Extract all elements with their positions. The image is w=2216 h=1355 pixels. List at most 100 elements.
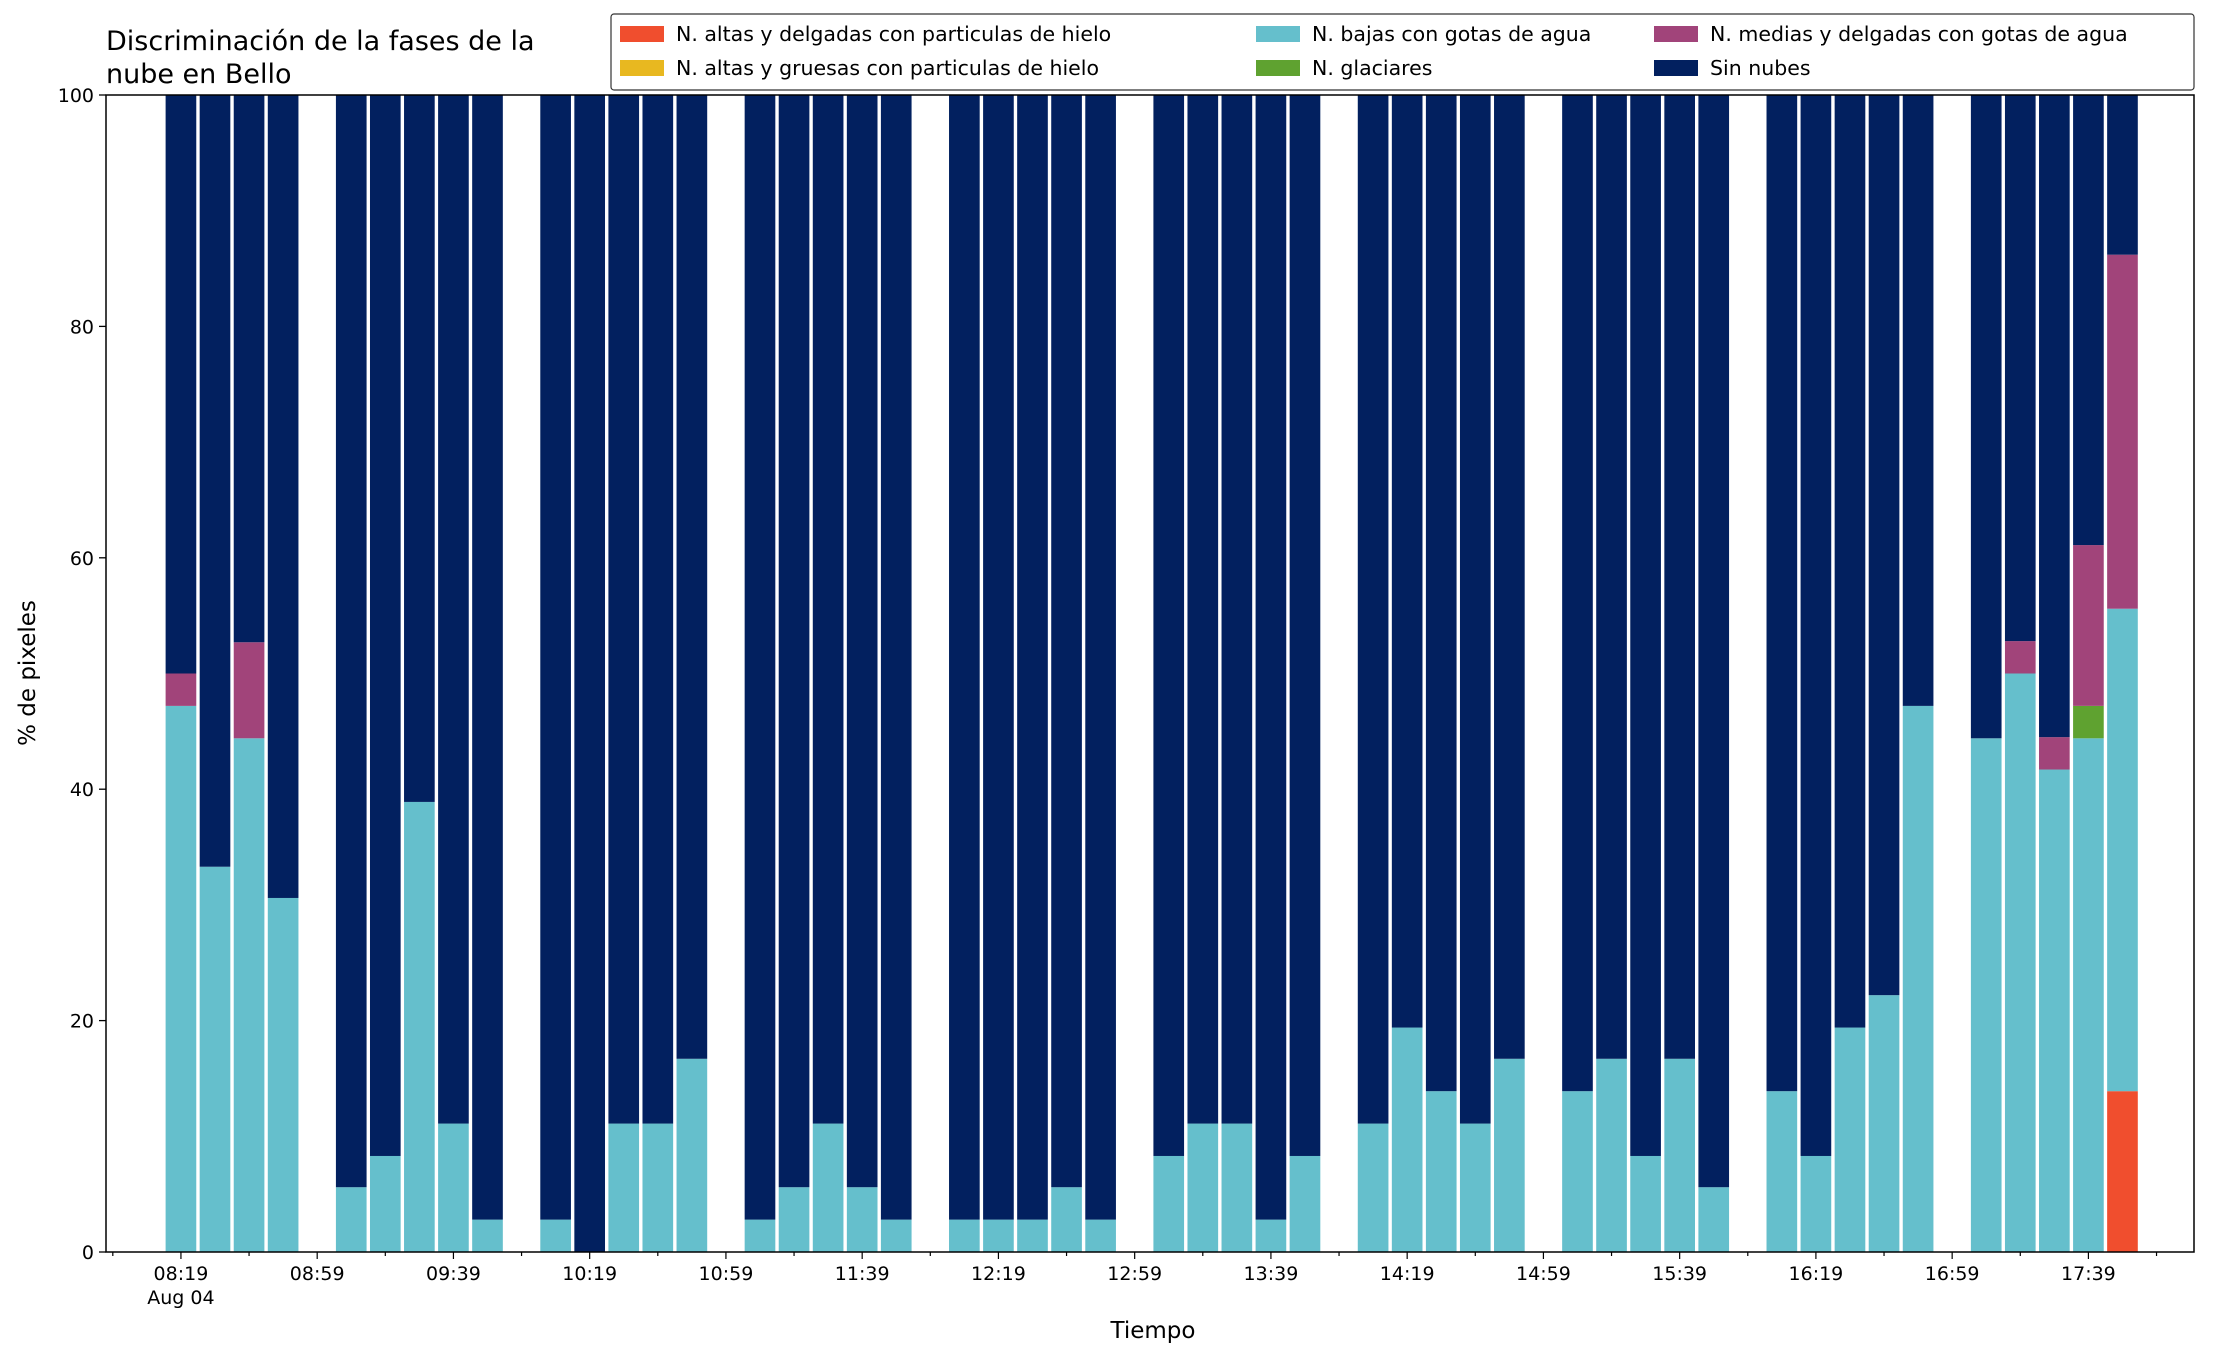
bar-sin-nubes bbox=[1187, 95, 1219, 1124]
bar-n-medias-y-delgadas-con-gotas-de-agua bbox=[233, 642, 265, 739]
bar-n-bajas-con-gotas-de-agua bbox=[1902, 705, 1934, 1252]
bar-sin-nubes bbox=[165, 95, 197, 674]
bar-sin-nubes bbox=[1800, 95, 1832, 1156]
x-tick-label: 16:59 bbox=[1925, 1263, 1980, 1285]
x-tick-label: 10:19 bbox=[562, 1263, 617, 1285]
bar-n-bajas-con-gotas-de-agua bbox=[335, 1187, 367, 1252]
bar-sin-nubes bbox=[812, 95, 844, 1124]
chart-title-line-2: nube en Bello bbox=[106, 59, 292, 90]
bar-n-bajas-con-gotas-de-agua bbox=[1425, 1091, 1457, 1252]
bar-n-bajas-con-gotas-de-agua bbox=[608, 1123, 640, 1252]
bar-n-bajas-con-gotas-de-agua bbox=[199, 866, 231, 1252]
bar-sin-nubes bbox=[369, 95, 401, 1156]
bar-sin-nubes bbox=[574, 95, 606, 1252]
bar-sin-nubes bbox=[267, 95, 299, 898]
bar-sin-nubes bbox=[1085, 95, 1116, 1220]
bar-sin-nubes bbox=[1562, 95, 1593, 1092]
bar-sin-nubes bbox=[1494, 95, 1525, 1059]
bar-sin-nubes bbox=[846, 95, 878, 1188]
bar-n-bajas-con-gotas-de-agua bbox=[2073, 738, 2104, 1252]
x-tick-label: 13:39 bbox=[1244, 1263, 1299, 1285]
bar-sin-nubes bbox=[2039, 95, 2070, 738]
chart-title: Discriminación de la fases de la nube en… bbox=[106, 26, 535, 90]
bar-n-bajas-con-gotas-de-agua bbox=[983, 1219, 1014, 1252]
x-tick-label: 09:39 bbox=[426, 1263, 481, 1285]
bar-sin-nubes bbox=[1698, 95, 1730, 1188]
bar-n-bajas-con-gotas-de-agua bbox=[778, 1187, 810, 1252]
y-tick-label: 20 bbox=[70, 1011, 94, 1033]
bar-sin-nubes bbox=[2004, 95, 2036, 642]
bar-n-bajas-con-gotas-de-agua bbox=[1664, 1058, 1695, 1252]
legend-swatch-n-altas-y-delgadas-con-particulas-de-hielo bbox=[620, 26, 664, 42]
x-tick-label: 12:59 bbox=[1107, 1263, 1162, 1285]
x-tick-label: 14:59 bbox=[1516, 1263, 1571, 1285]
bar-n-bajas-con-gotas-de-agua bbox=[2107, 608, 2138, 1092]
bar-sin-nubes bbox=[1970, 95, 2002, 739]
legend-swatch-n-bajas-con-gotas-de-agua bbox=[1256, 26, 1300, 42]
y-tick-label: 40 bbox=[70, 779, 94, 801]
plot-frame bbox=[105, 94, 2195, 1253]
x-tick-label: 08:59 bbox=[290, 1263, 345, 1285]
legend-frame bbox=[610, 13, 2195, 91]
bar-sin-nubes bbox=[1153, 95, 1185, 1156]
bar-n-bajas-con-gotas-de-agua bbox=[438, 1123, 469, 1252]
bar-n-bajas-con-gotas-de-agua bbox=[1391, 1027, 1423, 1252]
bar-sin-nubes bbox=[1902, 95, 1934, 706]
bar-n-bajas-con-gotas-de-agua bbox=[1596, 1058, 1627, 1252]
x-tick-label: 08:19 bbox=[154, 1263, 209, 1285]
bar-n-medias-y-delgadas-con-gotas-de-agua bbox=[2004, 641, 2036, 674]
bar-sin-nubes bbox=[1596, 95, 1627, 1059]
x-tick-label: 17:39 bbox=[2061, 1263, 2116, 1285]
bar-n-bajas-con-gotas-de-agua bbox=[1289, 1155, 1321, 1252]
bar-n-bajas-con-gotas-de-agua bbox=[1562, 1091, 1593, 1252]
x-tick-label: 15:39 bbox=[1652, 1263, 1707, 1285]
x-tick-label: 16:19 bbox=[1789, 1263, 1844, 1285]
bar-n-bajas-con-gotas-de-agua bbox=[233, 738, 265, 1252]
bar-n-medias-y-delgadas-con-gotas-de-agua bbox=[165, 673, 197, 706]
bar-n-bajas-con-gotas-de-agua bbox=[1834, 1027, 1866, 1252]
bar-n-glaciares bbox=[2073, 705, 2104, 739]
bar-n-bajas-con-gotas-de-agua bbox=[812, 1123, 844, 1252]
bar-n-medias-y-delgadas-con-gotas-de-agua bbox=[2073, 545, 2104, 706]
bar-n-bajas-con-gotas-de-agua bbox=[1017, 1219, 1048, 1252]
x-date-label: Aug 04 bbox=[147, 1287, 214, 1309]
bar-sin-nubes bbox=[199, 95, 231, 867]
bar-sin-nubes bbox=[404, 95, 435, 802]
y-tick-label: 80 bbox=[70, 316, 94, 338]
legend-label-n-glaciares: N. glaciares bbox=[1312, 56, 1432, 80]
bar-sin-nubes bbox=[1357, 95, 1389, 1124]
x-axis-label: Tiempo bbox=[1110, 1318, 1196, 1344]
bar-sin-nubes bbox=[983, 95, 1014, 1220]
bar-sin-nubes bbox=[880, 95, 912, 1220]
y-axis-label: % de pixeles bbox=[15, 600, 41, 746]
bar-n-bajas-con-gotas-de-agua bbox=[744, 1219, 776, 1252]
bar-sin-nubes bbox=[472, 95, 503, 1220]
bar-n-bajas-con-gotas-de-agua bbox=[1766, 1091, 1798, 1252]
bar-n-bajas-con-gotas-de-agua bbox=[846, 1187, 878, 1252]
bar-n-bajas-con-gotas-de-agua bbox=[1868, 995, 1900, 1252]
y-tick-label: 100 bbox=[58, 85, 94, 107]
bar-n-bajas-con-gotas-de-agua bbox=[1187, 1123, 1219, 1252]
bar-n-bajas-con-gotas-de-agua bbox=[165, 705, 197, 1252]
bar-n-bajas-con-gotas-de-agua bbox=[1970, 738, 2002, 1252]
bar-sin-nubes bbox=[1766, 95, 1798, 1092]
bar-sin-nubes bbox=[949, 95, 980, 1220]
bar-sin-nubes bbox=[608, 95, 640, 1124]
bar-n-bajas-con-gotas-de-agua bbox=[404, 801, 435, 1252]
bar-sin-nubes bbox=[233, 95, 265, 643]
bar-sin-nubes bbox=[1459, 95, 1491, 1124]
legend-label-n-medias-y-delgadas-con-gotas-de-agua: N. medias y delgadas con gotas de agua bbox=[1710, 22, 2128, 46]
bar-n-medias-y-delgadas-con-gotas-de-agua bbox=[2039, 737, 2070, 770]
bar-sin-nubes bbox=[335, 95, 367, 1188]
bar-sin-nubes bbox=[1630, 95, 1661, 1156]
bar-sin-nubes bbox=[1391, 95, 1423, 1028]
bar-n-bajas-con-gotas-de-agua bbox=[676, 1058, 708, 1252]
bar-n-bajas-con-gotas-de-agua bbox=[540, 1219, 571, 1252]
bar-n-medias-y-delgadas-con-gotas-de-agua bbox=[2107, 254, 2138, 609]
bar-sin-nubes bbox=[642, 95, 674, 1124]
legend: N. altas y delgadas con particulas de hi… bbox=[610, 13, 2195, 91]
bar-sin-nubes bbox=[438, 95, 469, 1124]
bar-sin-nubes bbox=[2073, 95, 2104, 546]
